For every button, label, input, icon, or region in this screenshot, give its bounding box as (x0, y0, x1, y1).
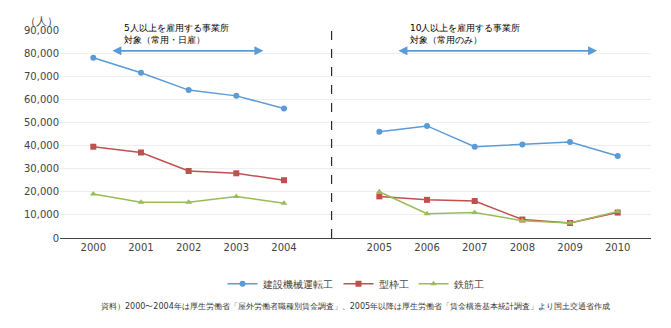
svg-text:30,000: 30,000 (24, 163, 59, 174)
svg-text:90,000: 90,000 (24, 25, 59, 36)
svg-text:0: 0 (53, 233, 59, 244)
svg-text:50,000: 50,000 (24, 117, 59, 128)
svg-text:鉄筋工: 鉄筋工 (454, 279, 484, 290)
svg-text:2002: 2002 (176, 242, 201, 253)
svg-text:資料）2000〜2004年は厚生労働省「屋外労働者職種別賃金: 資料）2000〜2004年は厚生労働省「屋外労働者職種別賃金調査」、2005年以… (101, 302, 610, 311)
svg-text:10,000: 10,000 (24, 209, 59, 220)
svg-text:80,000: 80,000 (24, 48, 59, 59)
svg-text:20,000: 20,000 (24, 186, 59, 197)
svg-text:5人以上を雇用する事業所対象（常用・日雇）: 5人以上を雇用する事業所対象（常用・日雇） (124, 23, 229, 45)
svg-text:60,000: 60,000 (24, 94, 59, 105)
svg-text:2001: 2001 (128, 242, 153, 253)
svg-text:建設機械運転工: 建設機械運転工 (262, 279, 333, 290)
svg-text:10人以上を雇用する事業所対象（常用のみ）: 10人以上を雇用する事業所対象（常用のみ） (410, 23, 520, 45)
svg-text:2004: 2004 (271, 242, 296, 253)
svg-text:2008: 2008 (510, 242, 535, 253)
svg-text:2010: 2010 (605, 242, 630, 253)
svg-text:2007: 2007 (462, 242, 487, 253)
svg-text:2005: 2005 (367, 242, 392, 253)
svg-text:（人）: （人） (25, 15, 58, 28)
svg-text:2000: 2000 (81, 242, 106, 253)
svg-text:2006: 2006 (414, 242, 439, 253)
svg-text:70,000: 70,000 (24, 71, 59, 82)
svg-text:型枠工: 型枠工 (379, 279, 409, 290)
svg-text:2003: 2003 (224, 242, 249, 253)
svg-text:40,000: 40,000 (24, 140, 59, 151)
svg-text:2009: 2009 (557, 242, 582, 253)
